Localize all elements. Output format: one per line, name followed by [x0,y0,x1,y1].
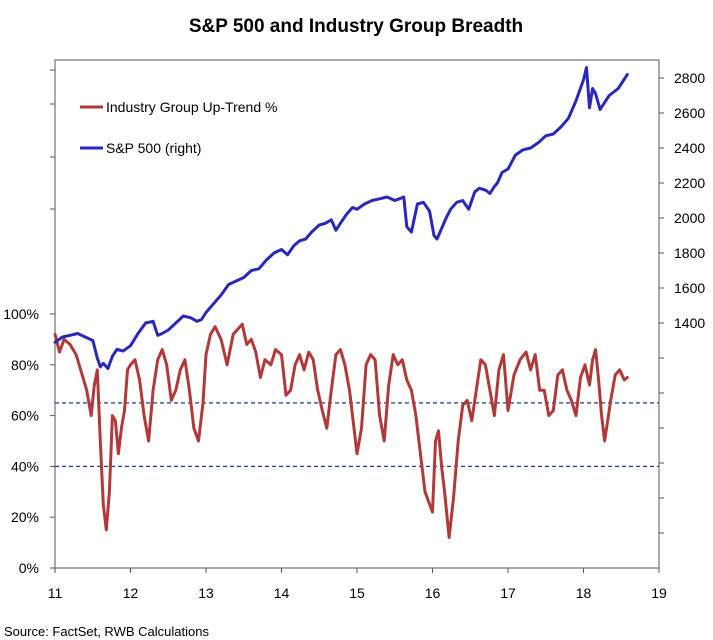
left-tick-label: 20% [11,509,39,525]
x-tick-label: 16 [425,585,441,601]
legend: Industry Group Up-Trend % S&P 500 (right… [80,99,277,156]
x-axis-ticks: 11 12 13 14 15 16 17 18 19 [48,568,667,601]
chart-title: S&P 500 and Industry Group Breadth [189,16,523,37]
series-line-sp500 [53,66,629,370]
right-tick-label: 2400 [674,140,705,156]
right-tick-label: 2000 [674,210,705,226]
plot-area [54,59,660,569]
right-tick-label: 2800 [674,70,705,86]
reference-lines [55,402,659,467]
x-tick-label: 19 [651,585,667,601]
left-tick-label: 60% [11,408,39,424]
right-axis-ticks: 1400 1600 1800 2000 2200 2400 2600 2800 [659,70,705,534]
x-tick-label: 14 [274,585,290,601]
right-tick-label: 1400 [674,315,705,331]
left-tick-label: 40% [11,458,39,474]
left-tick-label: 0% [19,560,39,576]
legend-label-sp500: S&P 500 (right) [106,140,201,156]
x-tick-label: 18 [576,585,592,601]
right-tick-label: 1600 [674,280,705,296]
x-tick-label: 11 [48,585,63,601]
right-tick-label: 2200 [674,175,705,191]
left-axis-ticks: 0% 20% 40% 60% 80% 100% [3,69,55,576]
right-tick-label: 1800 [674,245,705,261]
x-tick-label: 15 [349,585,365,601]
left-tick-label: 100% [3,306,39,322]
x-tick-label: 17 [500,585,516,601]
x-tick-label: 12 [123,585,139,601]
x-tick-label: 13 [198,585,214,601]
legend-label-industry-group-uptrend: Industry Group Up-Trend % [106,99,277,115]
source-note: Source: FactSet, RWB Calculations [4,624,209,639]
series-line-industry-group-uptrend [53,322,629,539]
left-tick-label: 80% [11,357,39,373]
right-tick-label: 2600 [674,105,705,121]
